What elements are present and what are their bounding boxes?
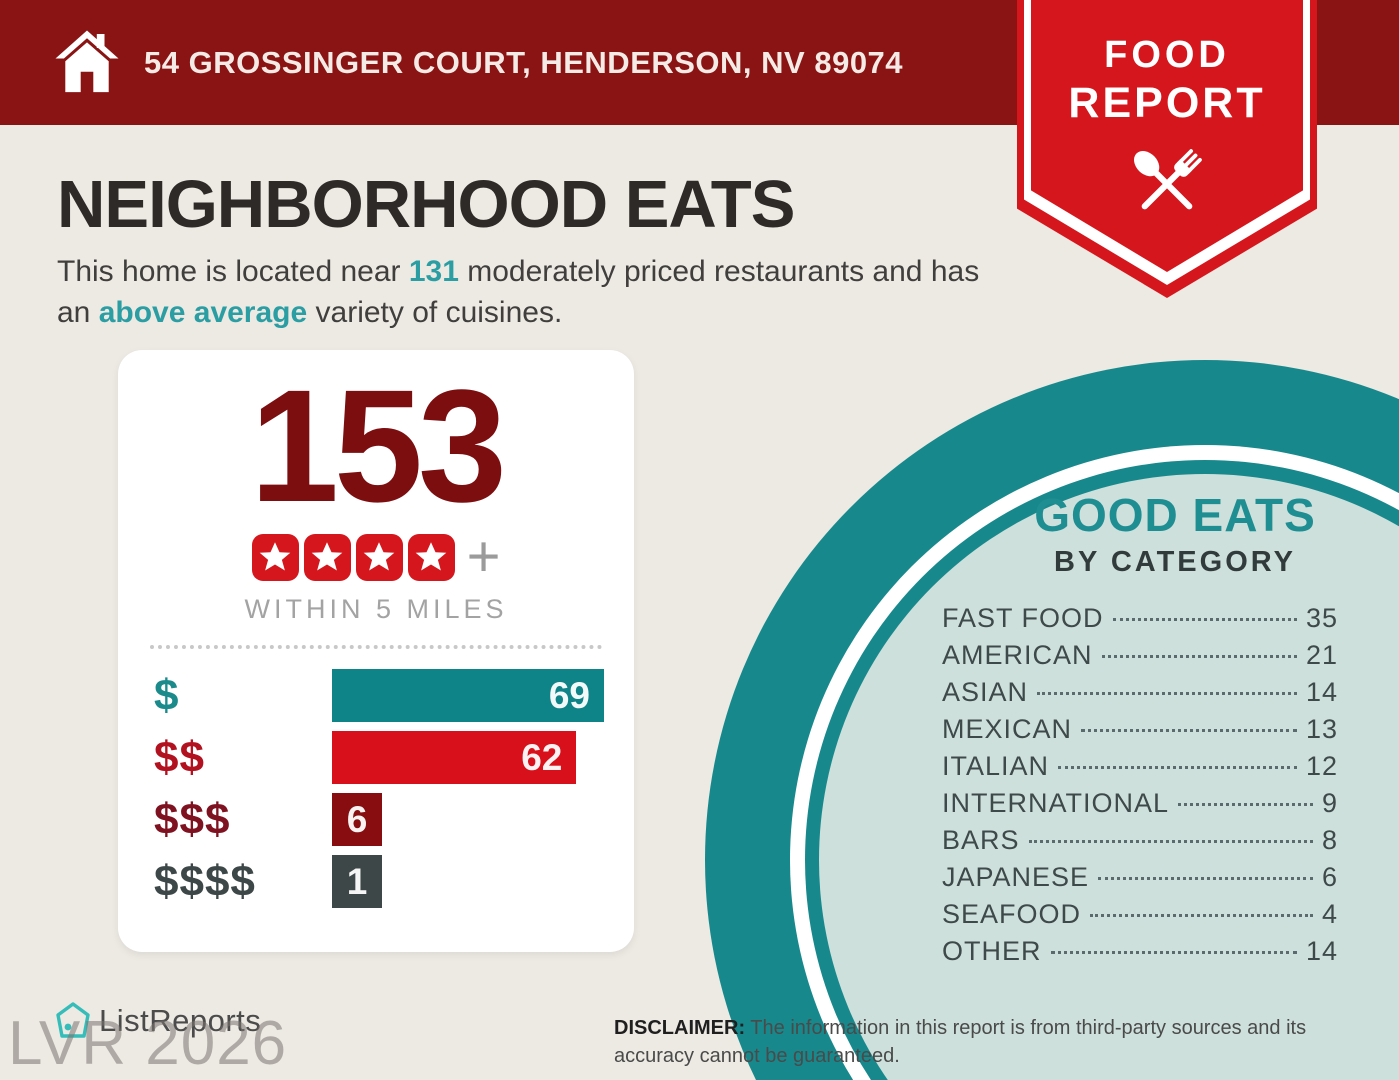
price-level-label: $$$$ xyxy=(154,856,256,906)
category-value: 8 xyxy=(1321,825,1338,855)
star-tile xyxy=(407,533,455,581)
price-bar: 1 xyxy=(332,855,382,908)
listreports-brand: ListReports xyxy=(99,1003,262,1038)
price-bar-row: $$$ 6 xyxy=(154,793,634,846)
intro-text-post: variety of cuisines. xyxy=(307,295,563,329)
good-eats-subtitle: BY CATEGORY xyxy=(1054,546,1296,578)
category-row: INTERNATIONAL 9 xyxy=(942,788,1338,825)
category-label: AMERICAN xyxy=(942,640,1093,670)
star-rating: + xyxy=(118,524,634,589)
category-list: FAST FOOD 35 AMERICAN 21 ASIAN 14 MEXICAN 13 ITA… xyxy=(942,603,1338,973)
category-label: JAPANESE xyxy=(942,862,1090,892)
watermark: LVR 2026 xyxy=(8,1009,288,1078)
variety-highlight: above average xyxy=(98,295,308,329)
property-address: 54 GROSSINGER COURT, HENDERSON, NV 89074 xyxy=(144,44,904,80)
disclaimer-text: The information in this report is from t… xyxy=(614,1017,1307,1067)
dotted-divider xyxy=(150,645,602,649)
category-value: 35 xyxy=(1305,603,1338,633)
price-bar-row: $69 xyxy=(154,669,634,722)
intro-text-mid: moderately priced restaurants and has an xyxy=(57,255,980,329)
dotted-leader xyxy=(1081,729,1297,732)
category-label: BARS xyxy=(942,825,1020,855)
category-row: MEXICAN 13 xyxy=(942,714,1338,751)
category-row: SEAFOOD 4 xyxy=(942,899,1338,936)
price-bar: 6 xyxy=(332,793,382,846)
ribbon-title-line2: REPORT xyxy=(1068,79,1266,127)
dotted-leader xyxy=(1112,618,1297,621)
star-icon xyxy=(259,542,291,571)
intro-text-pre: This home is located near xyxy=(57,255,409,288)
restaurant-count: 131 xyxy=(408,255,459,288)
price-level-label: $$$ xyxy=(154,794,231,844)
category-row: BARS 8 xyxy=(942,825,1338,862)
category-value: 6 xyxy=(1321,862,1338,892)
category-label: MEXICAN xyxy=(942,714,1073,744)
radius-label: WITHIN 5 MILES xyxy=(244,594,508,624)
stats-card: 153 + WITHIN 5 MILES $69 $$ 62 $$$ 6 $$$$ 1 xyxy=(118,350,634,952)
listreports-logo: ListReports xyxy=(55,1001,261,1041)
plus-sign: + xyxy=(466,524,501,589)
star-icon xyxy=(415,542,447,571)
dotted-leader xyxy=(1098,877,1313,880)
category-value: 14 xyxy=(1305,677,1338,707)
disclaimer: DISCLAIMER: The information in this repo… xyxy=(614,1014,1356,1070)
ribbon-title-line1: FOOD xyxy=(1104,34,1230,76)
star-icon xyxy=(363,542,395,571)
price-bar-row: $$$$ 1 xyxy=(154,855,634,908)
star-icon xyxy=(311,542,343,571)
star-tile xyxy=(251,533,299,581)
category-row: OTHER 14 xyxy=(942,936,1338,973)
category-row: FAST FOOD 35 xyxy=(942,603,1338,640)
category-value: 12 xyxy=(1305,751,1338,781)
category-label: INTERNATIONAL xyxy=(942,788,1170,818)
category-row: ASIAN 14 xyxy=(942,677,1338,714)
price-bar-row: $$ 62 xyxy=(154,731,634,784)
dotted-leader xyxy=(1050,951,1297,954)
spoon-fork-icon xyxy=(1134,149,1202,210)
listreports-house-icon xyxy=(56,1002,90,1038)
dotted-leader xyxy=(1101,655,1297,658)
price-level-label: $ xyxy=(154,670,180,720)
category-value: 14 xyxy=(1305,936,1338,966)
category-row: AMERICAN 21 xyxy=(942,640,1338,677)
category-value: 9 xyxy=(1321,788,1338,818)
price-bar: 69 xyxy=(332,669,604,722)
total-restaurants: 153 xyxy=(250,356,507,535)
category-label: OTHER xyxy=(942,936,1042,966)
dotted-leader xyxy=(1058,766,1297,769)
price-bar-chart: $69 $$ 62 $$$ 6 $$$$ 1 xyxy=(118,669,634,908)
category-row: JAPANESE 6 xyxy=(942,862,1338,899)
good-eats-title: GOOD EATS xyxy=(1034,489,1316,541)
category-label: SEAFOOD xyxy=(942,899,1082,929)
ribbon-content: FOOD REPORT xyxy=(1017,0,1317,298)
star-tile xyxy=(355,533,403,581)
category-value: 21 xyxy=(1305,640,1338,670)
category-row: ITALIAN 12 xyxy=(942,751,1338,788)
dotted-leader xyxy=(1028,840,1313,843)
category-label: FAST FOOD xyxy=(942,603,1104,633)
page-title: NEIGHBORHOOD EATS xyxy=(57,167,795,242)
intro-text: This home is located near 131 moderately… xyxy=(57,252,1002,334)
dotted-leader xyxy=(1037,692,1297,695)
category-label: ITALIAN xyxy=(942,751,1050,781)
dotted-leader xyxy=(1090,914,1313,917)
disclaimer-label: DISCLAIMER: xyxy=(614,1017,746,1039)
category-value: 4 xyxy=(1321,899,1338,929)
star-tile xyxy=(303,533,351,581)
category-value: 13 xyxy=(1305,714,1338,744)
price-level-label: $$ xyxy=(154,732,205,782)
house-icon xyxy=(55,30,119,93)
price-bar: 62 xyxy=(332,731,577,784)
dotted-leader xyxy=(1178,803,1313,806)
category-label: ASIAN xyxy=(942,677,1029,707)
